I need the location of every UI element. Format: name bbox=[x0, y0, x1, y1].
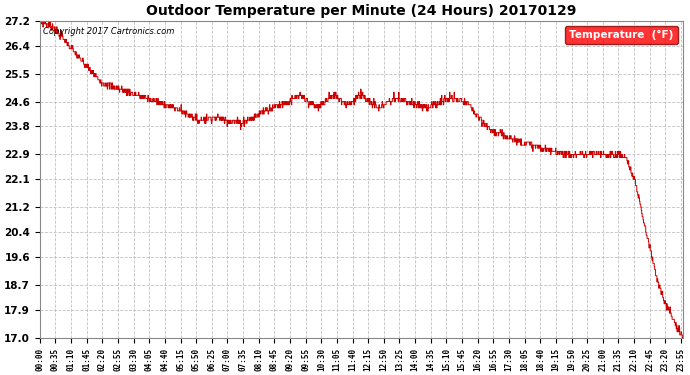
Legend: Temperature  (°F): Temperature (°F) bbox=[565, 26, 678, 44]
Title: Outdoor Temperature per Minute (24 Hours) 20170129: Outdoor Temperature per Minute (24 Hours… bbox=[146, 4, 576, 18]
Text: Copyright 2017 Cartronics.com: Copyright 2017 Cartronics.com bbox=[43, 27, 175, 36]
